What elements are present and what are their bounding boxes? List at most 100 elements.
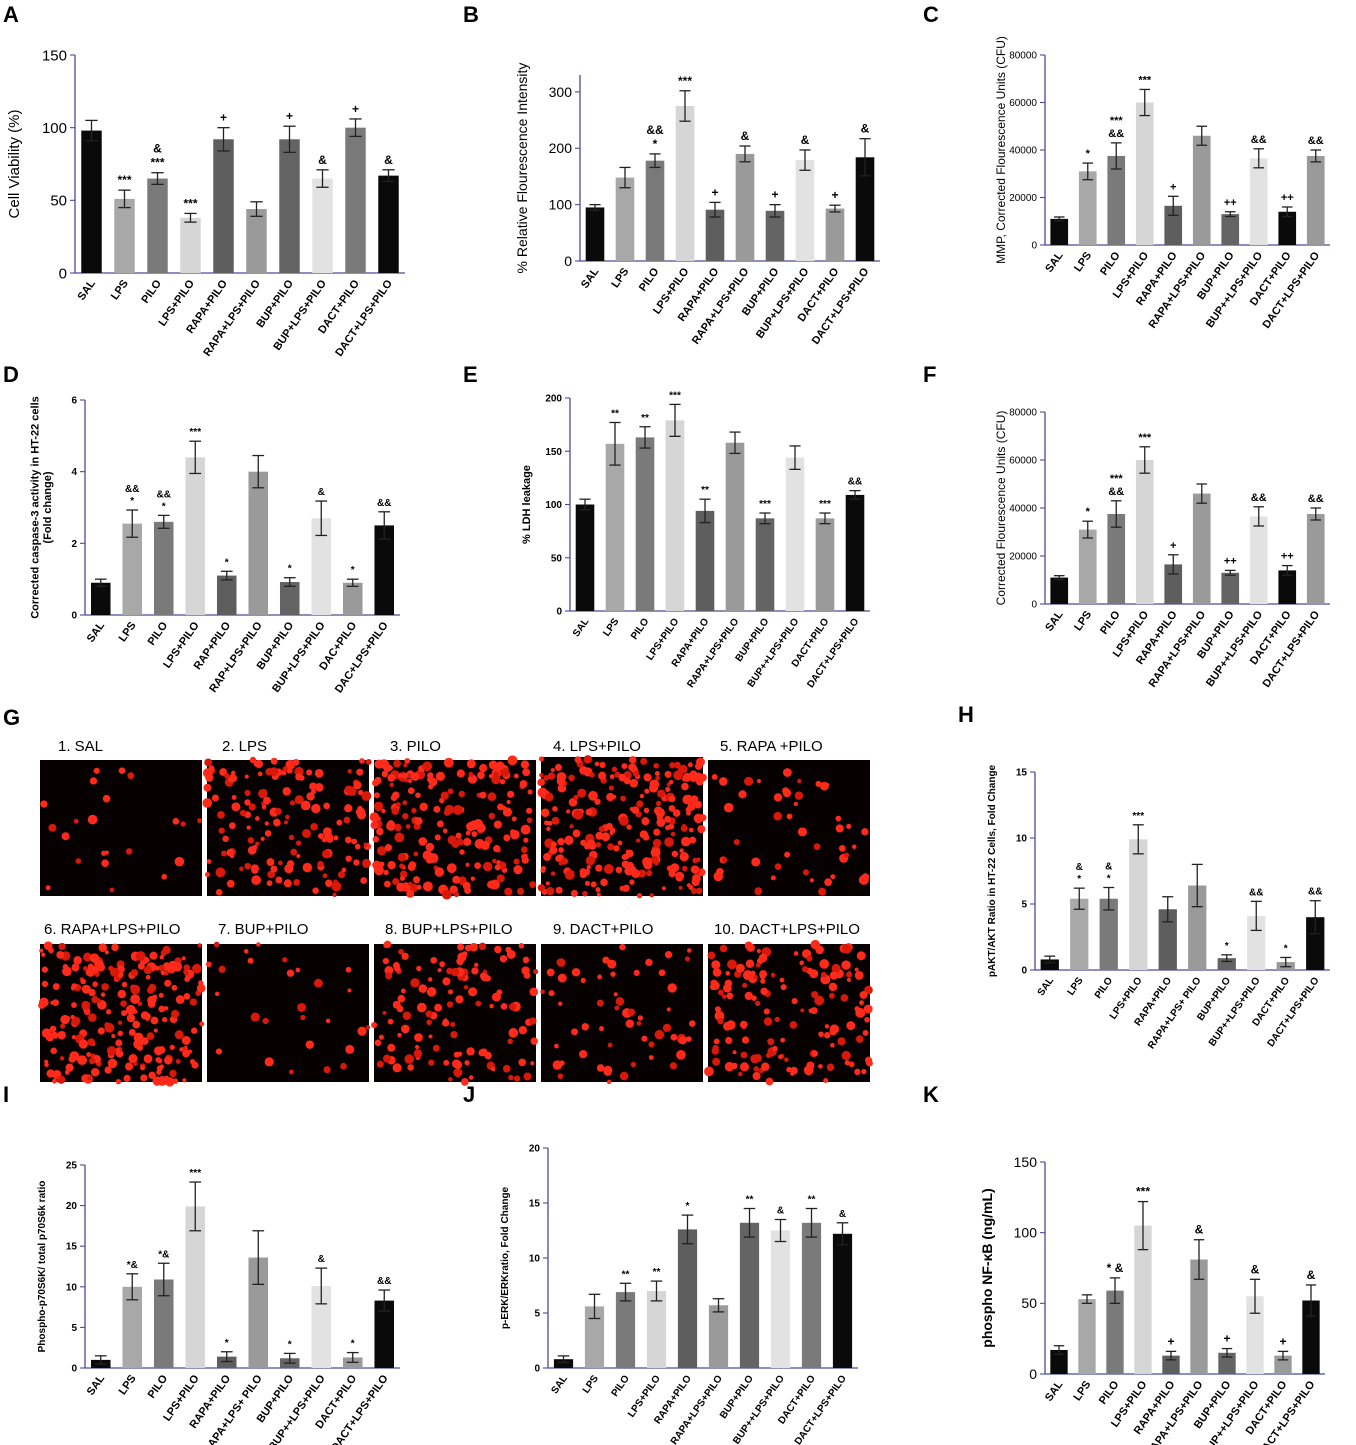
bar [185,457,206,615]
stained-cell [462,951,468,957]
stained-cell [458,790,466,798]
stained-cell [724,1061,735,1072]
stained-cell [288,1069,294,1075]
stained-cell [484,1051,492,1060]
stained-cell [527,789,533,795]
stained-cell [244,799,251,806]
category-label: LPS [1066,975,1086,998]
stained-cell [649,893,654,898]
stained-cell [443,1059,450,1066]
stained-cell [688,1020,696,1027]
significance-annotation: ** [746,1195,754,1206]
stained-cell [447,989,454,995]
stained-cell [513,858,520,865]
stained-cell [799,960,805,966]
bar [575,504,595,611]
stained-cell [622,884,630,892]
category-label: LPS [601,616,621,639]
stained-cell [668,870,676,878]
stained-cell [183,993,191,1000]
stained-cell [464,887,472,895]
stained-cell [639,793,645,799]
significance-annotation: *** [183,196,197,210]
stained-cell [636,800,644,808]
stained-cell [381,808,386,814]
stained-cell [695,762,703,770]
stained-cell [365,1025,371,1030]
y-tick-label: 40000 [1009,504,1037,515]
category-label: PILO [1097,1378,1122,1406]
bar [378,175,399,273]
y-tick-label: 150 [1014,1154,1038,1170]
stained-cell [578,1050,588,1059]
stained-cell [456,769,465,778]
y-axis-label: % Relative Flourescence Intensity [514,63,530,274]
significance-annotation: *** [150,156,164,170]
stained-cell [243,949,249,954]
significance-annotation: & [741,129,750,143]
significance-annotation: * [1107,874,1111,885]
stained-cell [91,996,99,1004]
stained-cell [855,1035,864,1043]
stained-cell [266,858,275,867]
stained-cell [754,1000,761,1007]
stained-cell [712,968,722,977]
stained-cell [111,1033,116,1039]
bar [374,525,395,615]
bar [1040,959,1059,970]
stained-cell [773,811,783,821]
bar [1302,1300,1320,1374]
significance-annotation: * [1225,941,1229,952]
stained-cell [475,1000,482,1007]
stained-cell [824,1024,830,1029]
bar [81,130,102,273]
bar [216,575,237,615]
significance-annotation: + [1279,1334,1286,1348]
stained-cell [452,1059,461,1068]
stained-cell [602,956,610,964]
panel-letter: J [463,1082,475,1107]
category-label: PILO [629,616,652,642]
panel-letter: E [463,362,478,387]
stained-cell [435,771,445,782]
stained-cell [554,1043,559,1049]
stained-cell [73,818,79,824]
significance-annotation: ++ [1224,197,1237,209]
y-tick-label: 0 [534,1364,540,1375]
bar [584,1306,605,1368]
stained-cell [455,995,464,1004]
y-tick-label: 5 [534,1309,540,1320]
y-tick-label: 4 [71,467,77,478]
stained-cell [763,1017,773,1026]
stained-cell [478,942,487,951]
stained-cell [376,846,387,856]
stained-cell [392,1000,401,1009]
stained-cell [71,983,77,989]
stained-cell [263,796,271,805]
stained-cell [158,964,165,972]
micrograph-image [540,943,703,1085]
stained-cell [690,865,699,874]
stained-cell [666,1007,671,1012]
stained-cell [572,829,581,838]
bar [1306,155,1325,245]
stained-cell [311,803,321,814]
stained-cell [558,860,564,866]
significance-annotation: * & [1107,1261,1124,1275]
significance-annotation: & [1251,1262,1260,1276]
stained-cell [213,941,220,948]
stained-cell [356,768,364,776]
stained-cell [590,881,597,888]
stained-cell [568,774,575,782]
stained-cell [101,850,107,856]
stained-cell [713,871,724,882]
stained-cell [60,1014,70,1025]
micrograph-label: 8. BUP+LPS+PILO [385,921,513,938]
category-label: PILO [146,1372,171,1400]
y-axis-label: pAKT/AKT Ratio in HT-22 Cells, Fold Chan… [987,764,998,977]
stained-cell [629,879,635,885]
stained-cell [50,1047,57,1055]
stained-cell [668,779,674,785]
bar [248,1257,269,1368]
stained-cell [414,1033,423,1042]
